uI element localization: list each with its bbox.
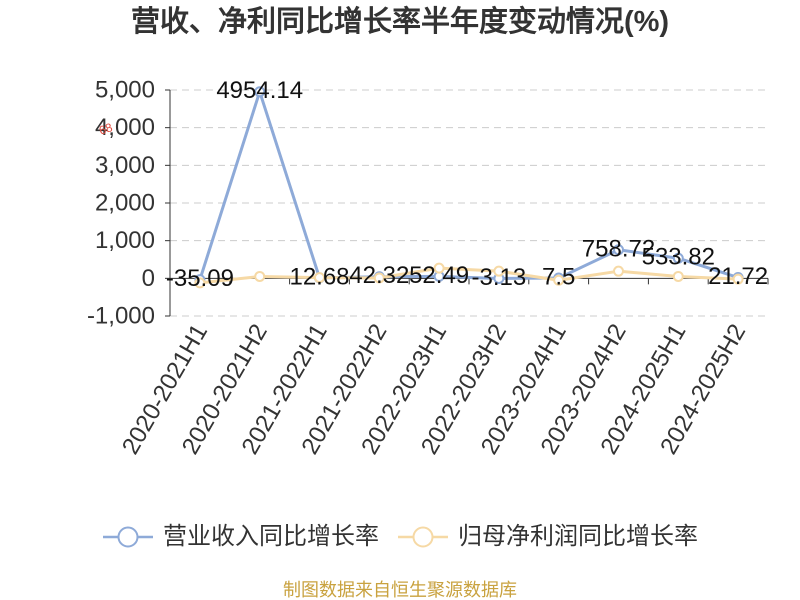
legend-label-net-profit-growth: 归母净利润同比增长率	[458, 523, 698, 550]
series-line-1	[198, 266, 740, 285]
data-point-series-1	[613, 265, 624, 277]
data-point-series-1	[314, 272, 325, 284]
data-point-series-0	[613, 244, 624, 256]
data-point-series-1	[732, 273, 744, 285]
data-point-series-1	[553, 274, 565, 286]
data-point-series-1	[194, 277, 206, 289]
data-label: 7.5	[542, 264, 575, 291]
y-tick-label: 2,000	[95, 190, 155, 217]
data-point-series-1	[672, 270, 684, 282]
data-label: 42.32	[349, 262, 409, 289]
y-tick-label: -1,000	[87, 303, 155, 330]
legend-item-net-profit-growth[interactable]: 归母净利润同比增长率	[396, 522, 698, 552]
data-label: 4954.14	[216, 77, 303, 104]
data-label: -35.09	[166, 265, 234, 292]
legend-label-revenue-growth: 营业收入同比增长率	[163, 523, 379, 550]
y-tick-label: 4,000	[95, 114, 155, 141]
data-label: -3.13	[472, 264, 527, 291]
y-tick-label: 5,000	[95, 77, 155, 104]
data-point-series-0	[672, 252, 684, 264]
data-point-series-1	[373, 272, 385, 284]
data-point-series-0	[254, 86, 266, 98]
data-source-footer: 制图数据来自恒生聚源数据库	[283, 580, 517, 600]
legend-item-revenue-growth[interactable]: 营业收入同比增长率	[101, 522, 379, 552]
series-line-0	[198, 90, 740, 282]
data-label: 533.82	[642, 244, 715, 271]
data-label: 758.72	[582, 235, 655, 262]
data-point-series-1	[254, 270, 266, 282]
chart-title: 营收、净利同比增长率半年度变动情况(%)	[130, 6, 670, 38]
legend-line-circle-icon	[398, 526, 448, 548]
data-point-series-1	[433, 262, 445, 274]
legend-line-circle-icon	[103, 526, 153, 548]
data-point-series-1	[493, 265, 505, 277]
y-tick-label: 0	[142, 265, 155, 292]
data-label: 52.49	[409, 262, 469, 289]
y-tick-label: 1,000	[95, 227, 155, 254]
data-label: 12.68	[289, 263, 349, 290]
y-tick-label: 3,000	[95, 152, 155, 179]
data-label: 21.72	[708, 263, 768, 290]
